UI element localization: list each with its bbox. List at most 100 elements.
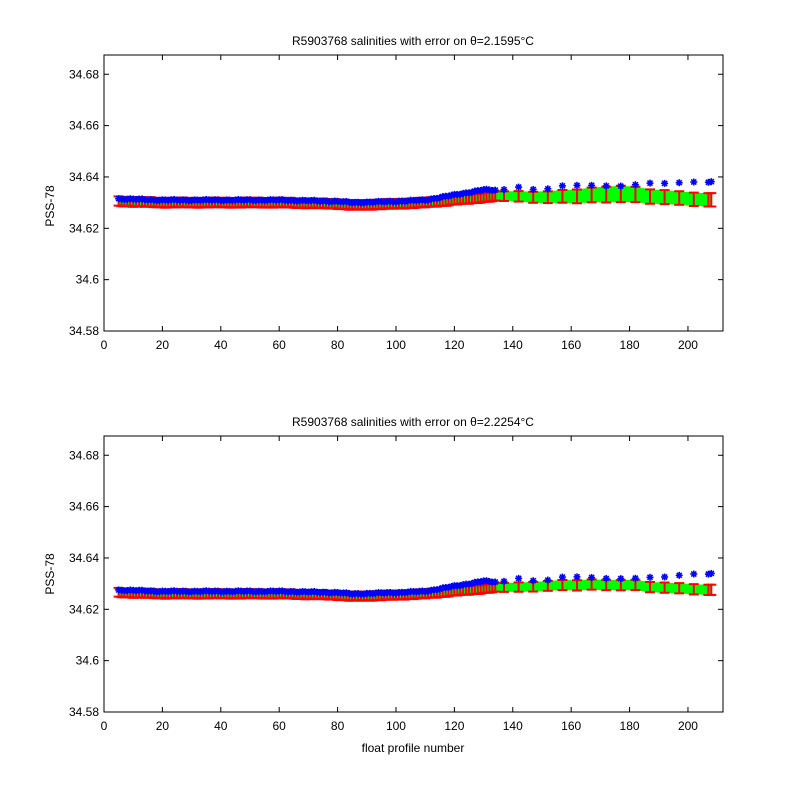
raw-salinity-point <box>617 182 625 190</box>
raw-salinity-point <box>558 182 566 190</box>
raw-salinity-point <box>631 181 639 189</box>
raw-salinity-stroke <box>544 576 551 584</box>
raw-salinity-stroke <box>588 182 595 189</box>
x-tick-label: 120 <box>444 719 464 733</box>
raw-salinity-stroke <box>573 573 581 580</box>
x-ticks-bottom: 0 20 40 60 80 100 120 140 160 180 200 <box>101 436 698 733</box>
y-tick-label: 34.62 <box>69 221 99 235</box>
chart-title-top: R5903768 salinities with error on θ=2.15… <box>292 34 534 48</box>
raw-salinity-point <box>646 179 654 187</box>
y-axis-label-top: PSS-78 <box>43 185 57 227</box>
x-tick-label: 200 <box>678 338 698 352</box>
error-bar <box>674 190 685 206</box>
y-tick-label: 34.66 <box>69 119 99 133</box>
x-tick-label: 20 <box>156 719 170 733</box>
y-tick-label: 34.64 <box>69 551 99 565</box>
raw-salinity-stroke <box>603 575 610 582</box>
raw-salinity-stroke <box>515 184 522 191</box>
raw-marker-layer <box>115 569 715 598</box>
raw-salinity-point <box>631 574 639 582</box>
raw-salinity-stroke <box>492 578 499 586</box>
raw-salinity-stroke <box>617 575 624 582</box>
raw-salinity-stroke <box>646 574 654 581</box>
raw-salinity-point <box>707 569 715 577</box>
raw-salinity-point <box>661 179 669 187</box>
raw-salinity-point <box>529 577 537 585</box>
raw-salinity-point <box>602 182 610 190</box>
raw-salinity-stroke <box>676 572 683 579</box>
raw-salinity-stroke <box>617 182 624 190</box>
raw-salinity-point <box>690 178 698 186</box>
raw-salinity-point <box>690 570 698 578</box>
raw-salinity-point <box>491 186 499 194</box>
raw-salinity-stroke <box>632 181 639 188</box>
y-tick-label: 34.64 <box>69 170 99 184</box>
raw-salinity-stroke <box>530 186 537 193</box>
raw-salinity-stroke <box>492 187 499 194</box>
error-bar <box>688 583 699 596</box>
subplot-bottom: R5903768 salinities with error on θ=2.22… <box>43 415 724 755</box>
raw-salinity-point <box>661 573 669 581</box>
raw-salinity-point <box>500 186 508 194</box>
x-tick-label: 120 <box>444 338 464 352</box>
raw-salinity-stroke <box>544 185 551 192</box>
error-bar <box>645 580 656 594</box>
raw-salinity-stroke <box>646 180 654 187</box>
x-axis-label-bottom: float profile number <box>362 741 465 755</box>
x-tick-label: 0 <box>101 338 108 352</box>
x-tick-label: 60 <box>273 338 287 352</box>
raw-salinity-stroke <box>661 573 668 581</box>
raw-salinity-point <box>515 183 523 191</box>
x-tick-label: 160 <box>561 719 581 733</box>
error-bar <box>572 188 583 205</box>
subplot-top: R5903768 salinities with error on θ=2.15… <box>43 34 724 352</box>
y-tick-label: 34.66 <box>69 500 99 514</box>
raw-salinity-stroke <box>676 179 683 186</box>
error-bar <box>513 190 524 203</box>
axes-box-top <box>103 54 724 332</box>
x-tick-label: 0 <box>101 719 108 733</box>
x-tick-label: 100 <box>386 338 406 352</box>
error-bar <box>706 583 717 596</box>
y-tick-label: 34.68 <box>69 448 99 462</box>
y-tick-label: 34.58 <box>69 324 99 338</box>
raw-salinity-stroke <box>690 570 697 578</box>
raw-salinity-point <box>588 574 596 582</box>
x-tick-label: 160 <box>561 338 581 352</box>
raw-salinity-stroke <box>515 575 522 582</box>
x-tick-label: 40 <box>214 719 228 733</box>
x-tick-label: 80 <box>331 719 345 733</box>
raw-salinity-point <box>646 573 654 581</box>
axes-box-bottom <box>103 435 724 713</box>
error-bar <box>557 188 568 204</box>
raw-salinity-stroke <box>559 574 566 581</box>
x-tick-label: 140 <box>503 719 523 733</box>
x-tick-label: 180 <box>620 719 640 733</box>
error-bar <box>706 192 717 208</box>
y-tick-label: 34.58 <box>69 705 99 719</box>
error-bar <box>688 191 699 207</box>
y-tick-label: 34.6 <box>76 273 100 287</box>
error-bar <box>645 188 656 205</box>
raw-salinity-point <box>675 571 683 579</box>
error-bar <box>674 582 685 595</box>
raw-salinity-point <box>675 179 683 187</box>
raw-salinity-stroke <box>708 570 715 577</box>
raw-marker-layer <box>115 178 715 207</box>
raw-salinity-point <box>573 573 581 581</box>
x-tick-label: 140 <box>503 338 523 352</box>
x-tick-label: 60 <box>273 719 287 733</box>
raw-salinity-point <box>544 185 552 193</box>
raw-salinity-point <box>617 575 625 583</box>
raw-salinity-point <box>573 181 581 189</box>
y-tick-label: 34.68 <box>69 67 99 81</box>
raw-salinity-stroke <box>530 577 537 584</box>
y-tick-label: 34.6 <box>76 654 100 668</box>
raw-salinity-point <box>707 178 715 186</box>
y-tick-label: 34.62 <box>69 602 99 616</box>
raw-salinity-point <box>602 574 610 582</box>
x-ticks-top: 0 20 40 60 80 100 120 140 160 180 200 <box>101 55 698 352</box>
raw-salinity-stroke <box>632 575 639 582</box>
